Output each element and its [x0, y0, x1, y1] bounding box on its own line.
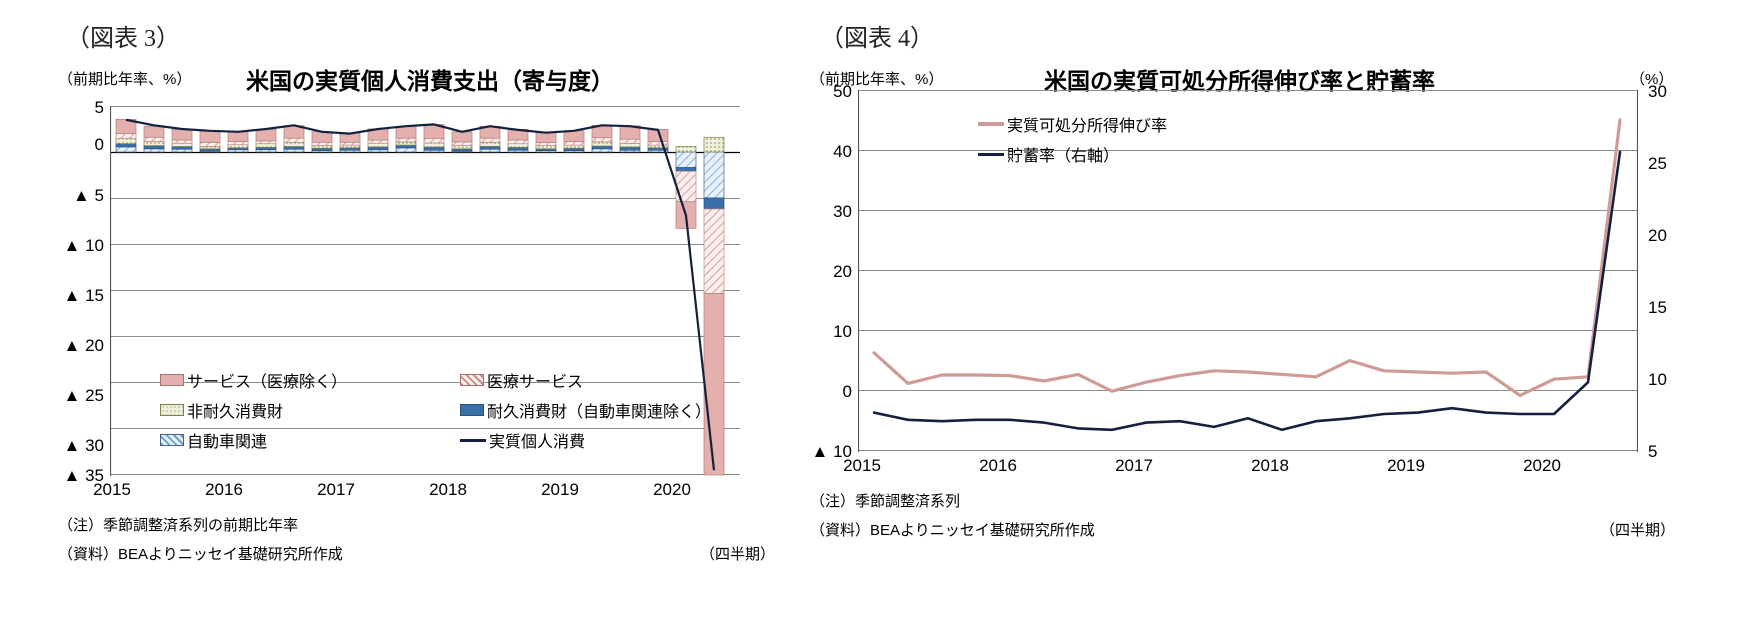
figure-4-xtick-0: 2015 [843, 456, 881, 475]
figure-4-plot-area [858, 90, 1638, 452]
figure-3-x-axis-caption: （四半期） [700, 546, 776, 563]
figure-3-xtick-3: 2018 [429, 480, 467, 499]
figure-3-xtick-1: 2016 [205, 480, 243, 499]
figure-3-ytick-0: 5 [94, 98, 104, 117]
figure-4-xtick-5: 2020 [1523, 456, 1561, 475]
figure-4-unit-label: （前期比年率、%） [810, 71, 944, 88]
figure-4-y2tick-0: 30 [1648, 82, 1667, 101]
figure-3-legend-row-1: サービス（医療除く） 医療サービス [160, 368, 720, 392]
figure-4-ytick-2: 30 [833, 202, 852, 221]
figure-4-legend-label-0: 実質可処分所得伸び率 [1007, 118, 1168, 135]
figure-4-x-axis-caption: （四半期） [1600, 522, 1676, 539]
figure-4-ytick-4: 10 [833, 322, 852, 341]
figure-4-y2tick-4: 10 [1648, 370, 1667, 389]
figure-4-ytick-0: 50 [833, 82, 852, 101]
figure-4-ytick-6: ▲ 10 [811, 442, 852, 461]
legend-swatch-nondurable [160, 404, 184, 416]
figure-3-svg [110, 106, 740, 476]
figure-3-consumption-line [125, 118, 716, 471]
figure-4-disposable-income-line [872, 118, 1622, 397]
figure-4-legend: 実質可処分所得伸び率 貯蓄率（右軸） [978, 112, 1167, 172]
figure-3-legend-row-3: 自動車関連 実質個人消費 [160, 428, 720, 452]
legend-swatch-services-ex-health [160, 374, 184, 386]
figure-4-ytick-5: 0 [842, 382, 852, 401]
figure-4-number: （図表 4） [820, 26, 934, 52]
figure-3-legend-label-1: 医療サービス [487, 374, 584, 391]
figure-3-xtick-5: 2020 [653, 480, 691, 499]
figure-3-ytick-5: ▲ 20 [63, 336, 104, 355]
figure-4-panel: （図表 4） （前期比年率、%） （%） 米国の実質可処分所得伸び率と貯蓄率 5… [800, 0, 1737, 634]
figure-3-plot-area [110, 106, 740, 476]
figure-4-savings-rate-line [872, 150, 1622, 432]
figure-4-y2tick-5: 5 [1648, 442, 1658, 461]
figure-3-legend-item-real-consumption[interactable]: 実質個人消費 [460, 428, 585, 452]
figure-4-note-2: （資料）BEAよりニッセイ基礎研究所作成 [810, 522, 1095, 539]
figure-4-y2tick-3: 15 [1648, 298, 1667, 317]
legend-swatch-disposable-income [978, 122, 1004, 126]
figure-3-ytick-6: ▲ 25 [63, 386, 104, 405]
figure-3-number: （図表 3） [66, 26, 180, 52]
figure-3-legend-label-2: 非耐久消費財 [187, 404, 284, 421]
figure-3-ytick-2: ▲ 5 [72, 186, 104, 205]
figure-3-legend: サービス（医療除く） 医療サービス 非耐久消費財 耐久消費財（自動車関連除く） … [160, 368, 720, 458]
figure-3-ytick-3: ▲ 10 [63, 236, 104, 255]
figure-3-legend-label-4: 自動車関連 [187, 434, 268, 451]
figure-3-ytick-4: ▲ 15 [63, 286, 104, 305]
figure-3-bars [115, 118, 725, 476]
figure-3-xtick-4: 2019 [541, 480, 579, 499]
figure-3-panel: （図表 3） （前期比年率、%） 米国の実質個人消費支出（寄与度） 5 0 ▲ … [0, 0, 800, 634]
figure-4-note-1: （注）季節調整済系列 [810, 493, 961, 510]
figure-4-legend-row-1: 実質可処分所得伸び率 [978, 112, 1167, 136]
figure-3-ytick-7: ▲ 30 [63, 436, 104, 455]
legend-swatch-auto-related [160, 434, 184, 446]
figure-4-title: 米国の実質可処分所得伸び率と貯蓄率 [1044, 68, 1435, 94]
figure-3-note-1: （注）季節調整済系列の前期比年率 [58, 517, 299, 534]
figure-3-legend-row-2: 非耐久消費財 耐久消費財（自動車関連除く） [160, 398, 720, 422]
figure-4-legend-row-2: 貯蓄率（右軸） [978, 142, 1167, 166]
figure-3-legend-item-health-services[interactable]: 医療サービス [460, 368, 583, 392]
figure-4-gridlines [858, 90, 1638, 451]
figure-3-ytick-8: ▲ 35 [63, 466, 104, 485]
figure-3-unit-label: （前期比年率、%） [58, 71, 192, 88]
figure-3-legend-label-0: サービス（医療除く） [187, 374, 348, 391]
figure-4-ytick-3: 20 [833, 262, 852, 281]
figure-4-legend-item-disposable-income[interactable]: 実質可処分所得伸び率 [978, 112, 1167, 136]
figure-3-legend-item-auto-related[interactable]: 自動車関連 [160, 428, 460, 452]
figure-4-xtick-2: 2017 [1115, 456, 1153, 475]
figure-3-note-2: （資料）BEAよりニッセイ基礎研究所作成 [58, 546, 343, 563]
figure-4-y2tick-2: 20 [1648, 226, 1667, 245]
figure-4-right-unit-label: （%） [1630, 71, 1674, 88]
legend-swatch-savings-rate [978, 152, 1004, 156]
figure-3-xtick-0: 2015 [93, 480, 131, 499]
figure-4-xtick-4: 2019 [1387, 456, 1425, 475]
figure-3-xtick-2: 2017 [317, 480, 355, 499]
figure-4-xtick-3: 2018 [1251, 456, 1289, 475]
figure-4-y2tick-1: 25 [1648, 154, 1667, 173]
figure-4-svg [858, 90, 1638, 452]
figure-3-title: 米国の実質個人消費支出（寄与度） [246, 68, 614, 94]
figure-3-ytick-1: 0 [94, 135, 104, 154]
legend-swatch-real-consumption [460, 438, 486, 442]
legend-swatch-health-services [460, 374, 484, 386]
figure-3-legend-item-services-ex-health[interactable]: サービス（医療除く） [160, 368, 460, 392]
figure-3-legend-label-5: 実質個人消費 [489, 434, 586, 451]
legend-swatch-durable-ex-auto [460, 404, 484, 416]
figure-3-legend-item-durable-ex-auto[interactable]: 耐久消費財（自動車関連除く） [460, 398, 711, 422]
figure-3-legend-item-nondurable[interactable]: 非耐久消費財 [160, 398, 460, 422]
figure-4-xtick-1: 2016 [979, 456, 1017, 475]
figure-4-legend-label-1: 貯蓄率（右軸） [1007, 148, 1120, 165]
figure-4-legend-item-savings-rate[interactable]: 貯蓄率（右軸） [978, 142, 1119, 166]
figure-3-legend-label-3: 耐久消費財（自動車関連除く） [487, 404, 712, 421]
figure-4-ytick-1: 40 [833, 142, 852, 161]
